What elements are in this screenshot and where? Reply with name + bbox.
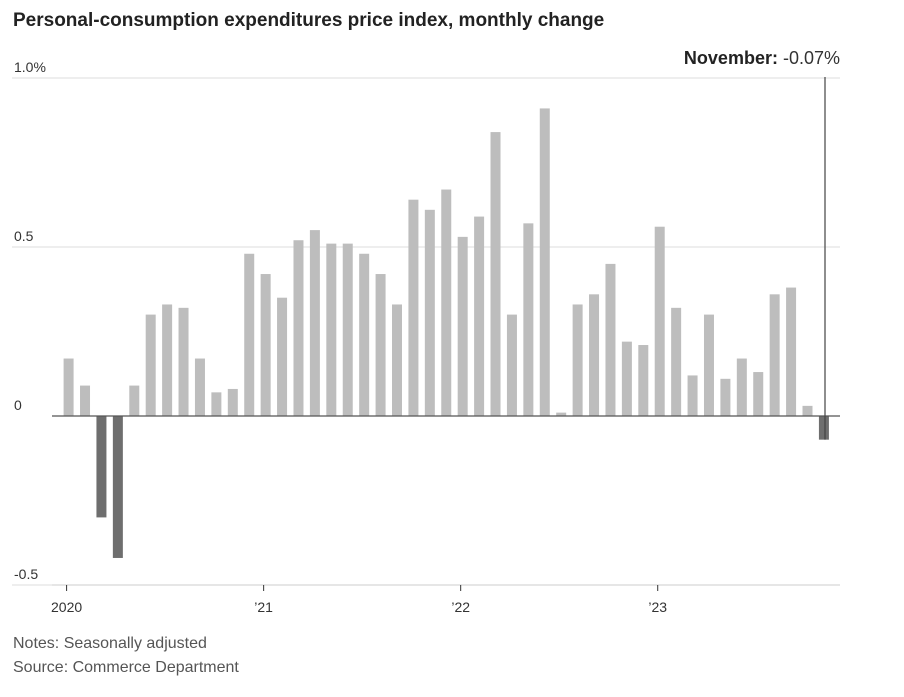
bar [392,304,402,416]
bar [162,304,173,416]
bar [818,416,829,440]
bar [786,287,797,416]
bar [753,372,764,416]
bar [506,314,517,416]
bar [621,341,632,416]
bar [539,108,550,417]
y-tick-label: -0.5 [14,566,38,582]
bar [96,416,107,518]
bar [342,243,353,416]
bar [309,230,320,416]
source-text: Source: Commerce Department [13,659,239,676]
bar [359,253,370,416]
bar [703,314,714,416]
bar [490,132,501,416]
bar [802,405,813,416]
y-tick-label: 1.0% [14,59,46,75]
bar [375,274,386,416]
bar [326,243,337,416]
bar [474,216,485,416]
bar [589,294,600,416]
bar [293,240,304,416]
bar [227,388,238,416]
bar [769,294,780,416]
bar [112,416,123,558]
annotation-value: -0.07% [778,48,840,68]
y-tick-label: 0.5 [14,228,34,244]
bar [736,358,747,416]
bar [194,358,205,416]
bar [145,314,156,416]
footnotes: Notes: Seasonally adjusted Source: Comme… [13,632,239,680]
x-tick-label: 2020 [51,599,82,615]
bar [605,263,616,416]
bar [572,304,583,416]
bar [523,223,534,416]
chart-title: Personal-consumption expenditures price … [13,10,605,31]
bar [424,209,435,416]
bar [457,236,468,416]
bar [63,358,74,416]
bar [556,412,567,416]
x-tick-label: ’22 [451,599,470,615]
bar [211,392,222,416]
annotation-text: November: -0.07% [684,48,840,68]
bar [244,253,255,416]
bar [720,378,731,416]
bar [687,375,698,416]
x-tick-label: ’21 [254,599,273,615]
bar [129,385,140,416]
bar [638,345,649,416]
bar [654,226,665,416]
y-tick-label: 0 [14,397,22,413]
bar [441,189,452,416]
bar [178,307,189,416]
bar [80,385,91,416]
bar [408,199,419,416]
bar [277,297,288,416]
x-tick-label: ’23 [648,599,667,615]
bar [260,274,271,416]
bar [671,307,682,416]
notes-text: Notes: Seasonally adjusted [13,635,207,652]
annotation-label: November: [684,48,778,68]
